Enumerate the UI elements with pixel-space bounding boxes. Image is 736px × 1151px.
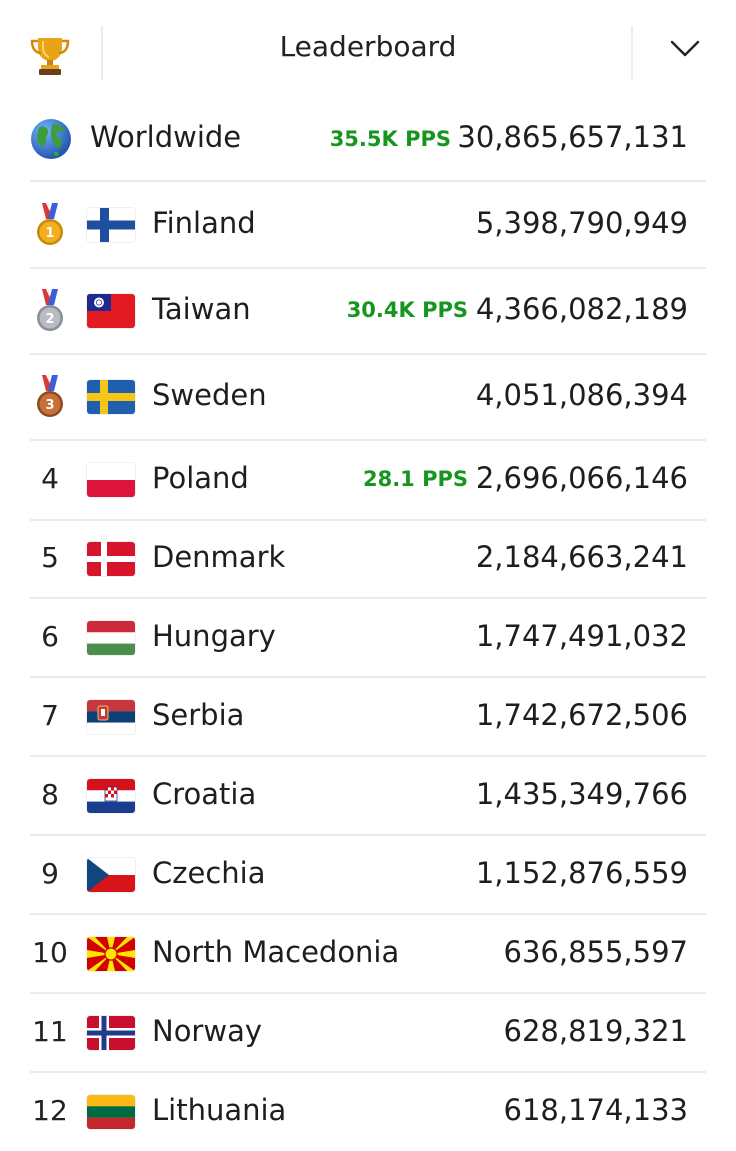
sweden-flag-icon bbox=[87, 380, 135, 414]
country-score: 1,742,672,506 bbox=[475, 697, 688, 732]
leaderboard-row[interactable]: 1 Finland 5,398,790,949 bbox=[0, 182, 736, 268]
pps-badge: 30.4K PPS bbox=[346, 298, 468, 322]
country-name: Denmark bbox=[152, 540, 286, 574]
rank-number: 9 bbox=[41, 856, 59, 890]
bronze-medal-icon: 3 bbox=[34, 375, 66, 419]
denmark-flag-icon bbox=[87, 542, 135, 576]
leaderboard-row[interactable]: 11 Norway 628,819,321 bbox=[0, 993, 736, 1072]
row-divider bbox=[30, 992, 706, 994]
country-score: 1,747,491,032 bbox=[475, 618, 688, 653]
row-divider bbox=[30, 353, 706, 355]
country-name: Taiwan bbox=[152, 292, 251, 326]
leaderboard-row[interactable]: 9 Czechia 1,152,876,559 bbox=[0, 835, 736, 914]
rank-number: 11 bbox=[32, 1014, 68, 1048]
country-name: Lithuania bbox=[152, 1092, 287, 1127]
svg-text:3: 3 bbox=[45, 398, 54, 413]
leaderboard-row[interactable]: 6 Hungary 1,747,491,032 bbox=[0, 598, 736, 677]
poland-flag-icon bbox=[87, 463, 135, 497]
country-score: 5,398,790,949 bbox=[475, 206, 688, 240]
row-divider bbox=[30, 180, 706, 182]
serbia-flag-icon bbox=[87, 699, 135, 734]
leaderboard-row[interactable]: 2 Taiwan 30.4K PPS 4,366,082,189 bbox=[0, 268, 736, 354]
row-divider bbox=[30, 267, 706, 269]
worldwide-label: Worldwide bbox=[90, 120, 242, 154]
leaderboard-row[interactable]: 7 Serbia 1,742,672,506 bbox=[0, 677, 736, 756]
worldwide-score: 30,865,657,131 bbox=[457, 120, 688, 154]
leaderboard-row[interactable]: 5 Denmark 2,184,663,241 bbox=[0, 520, 736, 598]
gold-medal-icon: 1 bbox=[34, 203, 66, 247]
rank-number: 5 bbox=[41, 541, 59, 574]
country-score: 2,184,663,241 bbox=[475, 540, 688, 574]
country-name: Poland bbox=[152, 461, 249, 495]
country-score: 4,051,086,394 bbox=[475, 378, 688, 412]
leaderboard-row[interactable]: 8 Croatia 1,435,349,766 bbox=[0, 756, 736, 835]
country-name: Hungary bbox=[152, 618, 276, 653]
leaderboard-row[interactable]: 10 North Macedonia 636,855,597 bbox=[0, 914, 736, 993]
leaderboard-row[interactable]: 12 Lithuania 618,174,133 bbox=[0, 1072, 736, 1151]
rank-number: 12 bbox=[32, 1093, 68, 1127]
czechia-flag-icon bbox=[87, 857, 135, 892]
lithuania-flag-icon bbox=[87, 1094, 135, 1129]
country-name: Sweden bbox=[152, 378, 267, 412]
finland-flag-icon bbox=[87, 208, 135, 242]
rank-number: 4 bbox=[41, 462, 59, 495]
rank-number: 6 bbox=[41, 619, 59, 653]
pps-badge: 28.1 PPS bbox=[362, 467, 468, 491]
row-divider bbox=[30, 676, 706, 678]
country-score: 1,435,349,766 bbox=[475, 776, 688, 811]
country-score: 636,855,597 bbox=[503, 934, 689, 969]
row-divider bbox=[30, 834, 706, 836]
rank-number: 8 bbox=[41, 777, 59, 811]
row-divider bbox=[30, 597, 706, 599]
header-divider-left bbox=[101, 26, 103, 80]
row-divider bbox=[30, 439, 706, 441]
svg-text:2: 2 bbox=[45, 312, 54, 327]
country-name: Czechia bbox=[152, 855, 266, 890]
chevron-down-icon[interactable] bbox=[668, 38, 702, 60]
country-score: 4,366,082,189 bbox=[475, 292, 688, 326]
country-score: 1,152,876,559 bbox=[475, 855, 688, 890]
country-score: 628,819,321 bbox=[503, 1013, 689, 1048]
hungary-flag-icon bbox=[87, 620, 135, 655]
row-divider bbox=[30, 1071, 706, 1073]
row-divider bbox=[30, 519, 706, 521]
taiwan-flag-icon bbox=[87, 294, 135, 328]
silver-medal-icon: 2 bbox=[34, 289, 66, 333]
row-divider bbox=[30, 913, 706, 915]
country-name: Norway bbox=[152, 1013, 263, 1048]
row-divider bbox=[30, 755, 706, 757]
rank-number: 10 bbox=[32, 935, 68, 969]
rank-number: 7 bbox=[41, 698, 59, 732]
header-divider-right bbox=[631, 26, 633, 80]
svg-text:1: 1 bbox=[45, 226, 54, 241]
country-score: 2,696,066,146 bbox=[475, 461, 688, 495]
country-score: 618,174,133 bbox=[503, 1092, 689, 1127]
leaderboard-row[interactable]: 4 Poland 28.1 PPS 2,696,066,146 bbox=[0, 440, 736, 520]
croatia-flag-icon bbox=[87, 778, 135, 813]
leaderboard-row-worldwide[interactable]: Worldwide 35.5K PPS 30,865,657,131 bbox=[0, 100, 736, 180]
leaderboard-row[interactable]: 3 Sweden 4,051,086,394 bbox=[0, 354, 736, 440]
country-name: Finland bbox=[152, 206, 256, 240]
country-name: Serbia bbox=[152, 697, 245, 732]
trophy-icon[interactable] bbox=[30, 34, 70, 76]
leaderboard-header: Leaderboard bbox=[0, 0, 736, 100]
globe-icon bbox=[31, 119, 71, 159]
north-macedonia-flag-icon bbox=[87, 936, 135, 971]
worldwide-pps-badge: 35.5K PPS bbox=[329, 127, 451, 151]
page-title: Leaderboard bbox=[279, 30, 457, 63]
country-name: Croatia bbox=[152, 776, 257, 811]
norway-flag-icon bbox=[87, 1015, 135, 1050]
country-name: North Macedonia bbox=[152, 934, 400, 969]
